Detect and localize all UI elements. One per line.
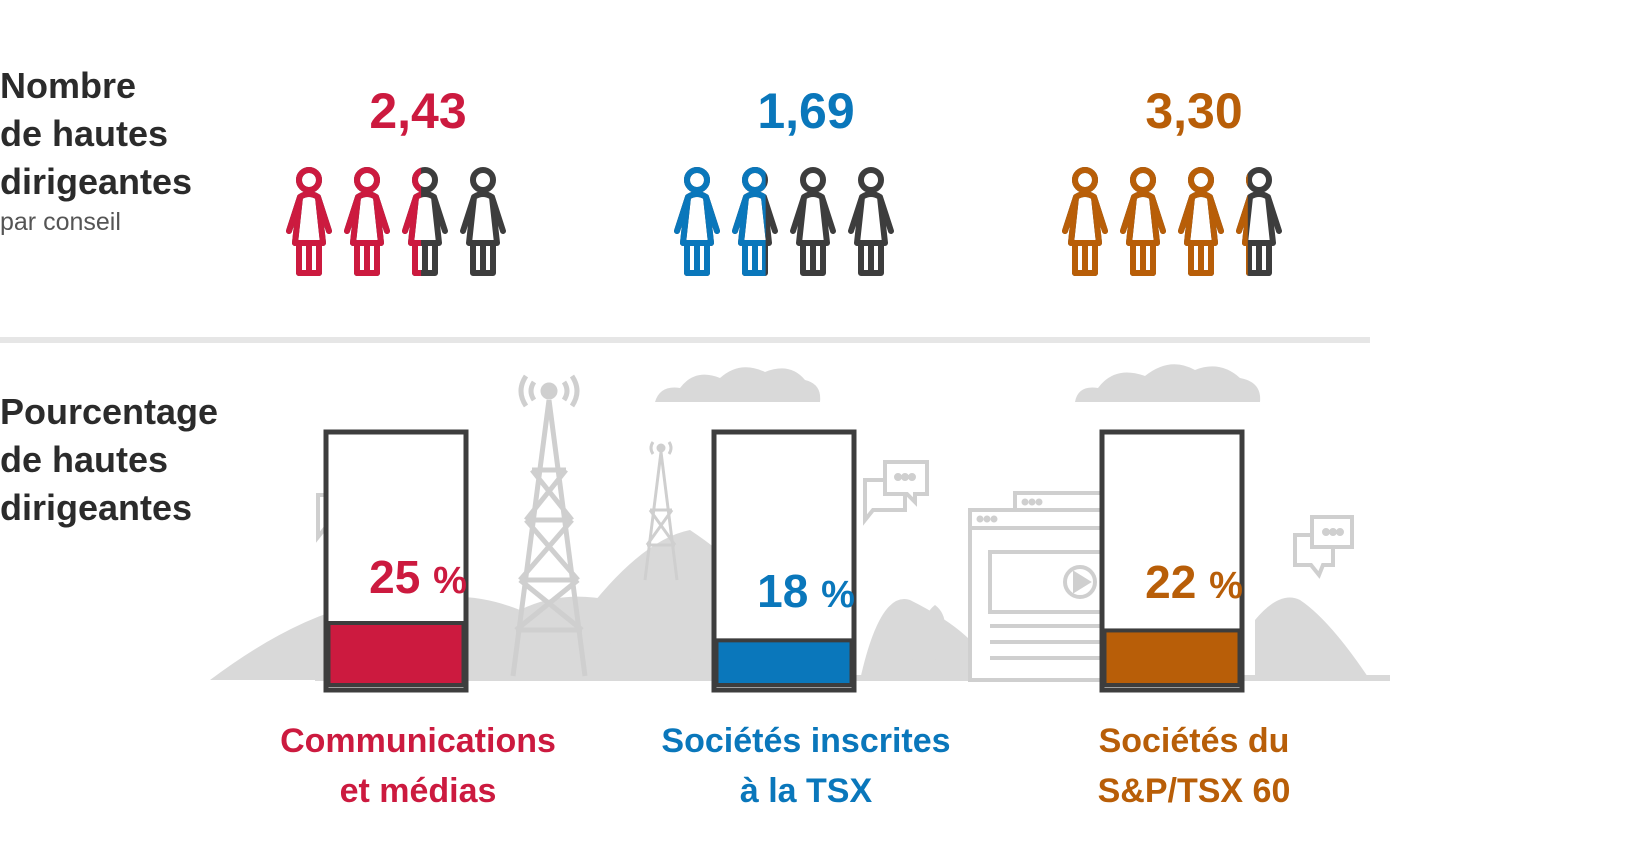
person-icon bbox=[1120, 167, 1166, 276]
person-icon bbox=[848, 167, 894, 276]
category-label-line: Sociétés inscrites bbox=[661, 722, 951, 760]
category-label-line: S&P/TSX 60 bbox=[1097, 772, 1291, 810]
category-label-line: Communications bbox=[280, 722, 556, 760]
value-label: 3,30 bbox=[1145, 83, 1243, 139]
radio-tower-icon bbox=[510, 374, 588, 677]
person-icon bbox=[732, 167, 778, 276]
percent-unit: % bbox=[821, 574, 855, 616]
category-label-line: à la TSX bbox=[739, 772, 873, 810]
cloud-right bbox=[1075, 364, 1261, 402]
person-icon bbox=[286, 167, 332, 276]
percent-label: 25 % bbox=[348, 550, 488, 604]
person-icon bbox=[1236, 167, 1282, 276]
person-icon bbox=[460, 167, 506, 276]
section-subtitle: par conseil bbox=[0, 208, 121, 236]
category-label-line: et médias bbox=[339, 772, 497, 810]
section-title-percent-line: Pourcentage bbox=[0, 391, 219, 432]
percent-value: 18 bbox=[757, 565, 809, 617]
person-icon bbox=[1062, 167, 1108, 276]
tree bbox=[902, 605, 922, 678]
person-icon bbox=[674, 167, 720, 276]
category-label: Communications et médias bbox=[228, 716, 608, 816]
section-title-count-line: Nombre bbox=[0, 65, 137, 106]
hill-right bbox=[1255, 597, 1370, 680]
bar-chart-layer bbox=[323, 429, 1245, 693]
person-icon bbox=[344, 167, 390, 276]
radio-tower-icon bbox=[643, 441, 679, 581]
tree bbox=[925, 605, 945, 678]
hill-center bbox=[580, 530, 740, 680]
person-icon bbox=[790, 167, 836, 276]
icon-array-layer bbox=[286, 167, 1282, 276]
percent-value: 22 bbox=[1145, 556, 1197, 608]
percent-value: 25 bbox=[369, 551, 421, 603]
category-label: Sociétés du S&P/TSX 60 bbox=[1004, 716, 1384, 816]
category-label: Sociétés inscrites à la TSX bbox=[616, 716, 996, 816]
tree bbox=[597, 628, 611, 678]
section-title-count-line: de hautes bbox=[0, 113, 169, 154]
percent-unit: % bbox=[433, 560, 467, 602]
tree bbox=[680, 605, 700, 678]
percent-label: 18 % bbox=[736, 564, 876, 618]
percent-label: 22 % bbox=[1124, 555, 1264, 609]
value-label: 2,43 bbox=[369, 83, 467, 139]
section-title-count: Nombre de hautes dirigeantes par conseil bbox=[0, 62, 192, 238]
cloud-center bbox=[655, 367, 821, 402]
bar bbox=[326, 621, 466, 687]
section-title-percent-line: dirigeantes bbox=[0, 487, 193, 528]
bar bbox=[714, 638, 854, 687]
category-label-line: Sociétés du bbox=[1098, 722, 1290, 760]
bar bbox=[1102, 628, 1242, 688]
value-label: 1,69 bbox=[757, 83, 855, 139]
section-title-percent: Pourcentage de hautes dirigeantes bbox=[0, 388, 218, 532]
chat-bubble-icon bbox=[1293, 515, 1354, 579]
section-title-percent-line: de hautes bbox=[0, 439, 169, 480]
person-icon bbox=[402, 167, 448, 276]
percent-unit: % bbox=[1209, 565, 1243, 607]
person-icon bbox=[1178, 167, 1224, 276]
section-title-count-line: dirigeantes bbox=[0, 161, 193, 202]
chat-bubble-icon bbox=[863, 460, 929, 526]
